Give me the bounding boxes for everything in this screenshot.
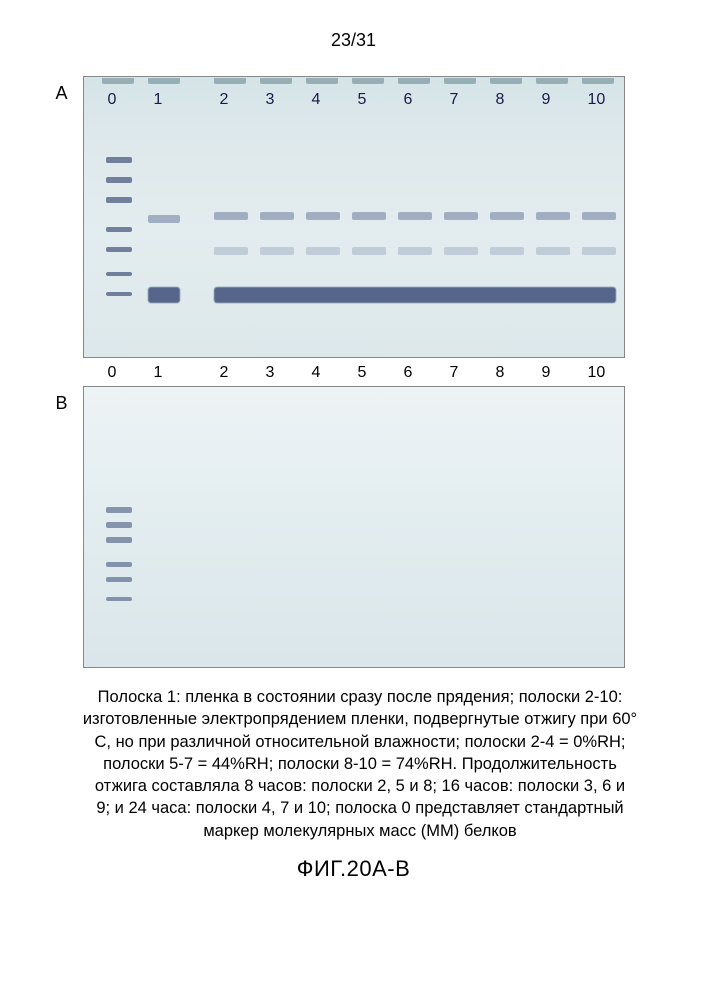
lane-number: 3 bbox=[266, 364, 275, 382]
marker-band bbox=[106, 537, 132, 543]
sample-band bbox=[444, 247, 478, 255]
lane-number: 8 bbox=[496, 91, 505, 109]
gel-well bbox=[102, 78, 134, 84]
gel-well bbox=[260, 78, 292, 84]
sample-band bbox=[444, 212, 478, 220]
figure-caption: Полоска 1: пленка в состоянии сразу посл… bbox=[60, 686, 660, 842]
lane-number: 5 bbox=[358, 91, 367, 109]
caption-line: полоски 5-7 = 44%RH; полоски 8-10 = 74%R… bbox=[60, 753, 660, 775]
marker-band bbox=[106, 197, 132, 203]
sample-band bbox=[260, 247, 294, 255]
gel-well bbox=[214, 78, 246, 84]
lane-number: 4 bbox=[312, 364, 321, 382]
marker-band bbox=[106, 157, 132, 163]
page-root: 23/31 A 0 1 2 3 4 5 6 7 8 9 10 0 1 2 3 4 5 6 7 8 9 10 B Поло… bbox=[0, 0, 707, 1000]
caption-line: маркер молекулярных масс (ММ) белков bbox=[60, 820, 660, 842]
sample-band bbox=[352, 247, 386, 255]
sample-band bbox=[536, 247, 570, 255]
lane-number: 1 bbox=[154, 364, 163, 382]
sample-band bbox=[398, 212, 432, 220]
gel-a-wells bbox=[84, 77, 624, 85]
marker-band bbox=[106, 597, 132, 601]
caption-line: C, но при различной относительной влажно… bbox=[60, 731, 660, 753]
figure-label: ФИГ.20A-B bbox=[60, 856, 647, 882]
marker-band bbox=[106, 227, 132, 232]
lane-number: 0 bbox=[108, 91, 117, 109]
lane-number: 4 bbox=[312, 91, 321, 109]
gel-panel-b-wrap: B bbox=[83, 386, 625, 668]
sample-band bbox=[352, 212, 386, 220]
sample-band bbox=[214, 247, 248, 255]
lane-number: 9 bbox=[542, 364, 551, 382]
lane-number: 2 bbox=[220, 364, 229, 382]
sample-band bbox=[490, 247, 524, 255]
marker-band bbox=[106, 522, 132, 528]
gel-well bbox=[352, 78, 384, 84]
gel-well bbox=[148, 78, 180, 84]
caption-line: изготовленные электропрядением пленки, п… bbox=[60, 708, 660, 730]
caption-line: Полоска 1: пленка в состоянии сразу посл… bbox=[60, 686, 660, 708]
caption-line: отжига составляла 8 часов: полоски 2, 5 … bbox=[60, 775, 660, 797]
panel-b-label: B bbox=[56, 393, 68, 414]
sample-band bbox=[398, 247, 432, 255]
lane-number: 0 bbox=[108, 364, 117, 382]
gel-well bbox=[398, 78, 430, 84]
lane-number: 5 bbox=[358, 364, 367, 382]
lane-number: 10 bbox=[588, 364, 606, 382]
sample-band bbox=[536, 212, 570, 220]
gel-well bbox=[536, 78, 568, 84]
gel-well bbox=[444, 78, 476, 84]
lane-number: 9 bbox=[542, 91, 551, 109]
marker-band bbox=[106, 292, 132, 296]
lane-number: 7 bbox=[450, 91, 459, 109]
gel-panel-a-wrap: A 012345678910 bbox=[83, 76, 625, 358]
marker-band bbox=[106, 247, 132, 252]
lane-number: 2 bbox=[220, 91, 229, 109]
lane-number: 10 bbox=[588, 91, 606, 109]
sample-band bbox=[148, 215, 180, 223]
lane-number: 1 bbox=[154, 91, 163, 109]
gel-b-lane-numbers: 0 1 2 3 4 5 6 7 8 9 10 bbox=[84, 364, 624, 386]
sample-band bbox=[582, 212, 616, 220]
marker-band bbox=[106, 177, 132, 183]
caption-line: 9; и 24 часа: полоски 4, 7 и 10; полоска… bbox=[60, 797, 660, 819]
sample-band-heavy bbox=[214, 287, 616, 303]
marker-band bbox=[106, 577, 132, 582]
sample-band bbox=[148, 287, 180, 303]
sample-band bbox=[214, 212, 248, 220]
sample-band bbox=[260, 212, 294, 220]
lane-number: 6 bbox=[404, 364, 413, 382]
sample-band bbox=[306, 212, 340, 220]
sample-band bbox=[306, 247, 340, 255]
sample-band bbox=[490, 212, 524, 220]
marker-band bbox=[106, 272, 132, 276]
marker-band bbox=[106, 507, 132, 513]
lane-number: 3 bbox=[266, 91, 275, 109]
sample-band bbox=[582, 247, 616, 255]
gel-panel-b bbox=[84, 387, 624, 667]
lane-number: 7 bbox=[450, 364, 459, 382]
lane-number: 6 bbox=[404, 91, 413, 109]
gel-well bbox=[306, 78, 338, 84]
marker-band bbox=[106, 562, 132, 567]
gel-well bbox=[490, 78, 522, 84]
lane-number: 8 bbox=[496, 364, 505, 382]
gel-well bbox=[582, 78, 614, 84]
panel-a-label: A bbox=[56, 83, 68, 104]
gel-panel-a: 0 1 2 3 4 5 6 7 8 9 10 bbox=[84, 77, 624, 357]
page-number: 23/31 bbox=[60, 30, 647, 51]
